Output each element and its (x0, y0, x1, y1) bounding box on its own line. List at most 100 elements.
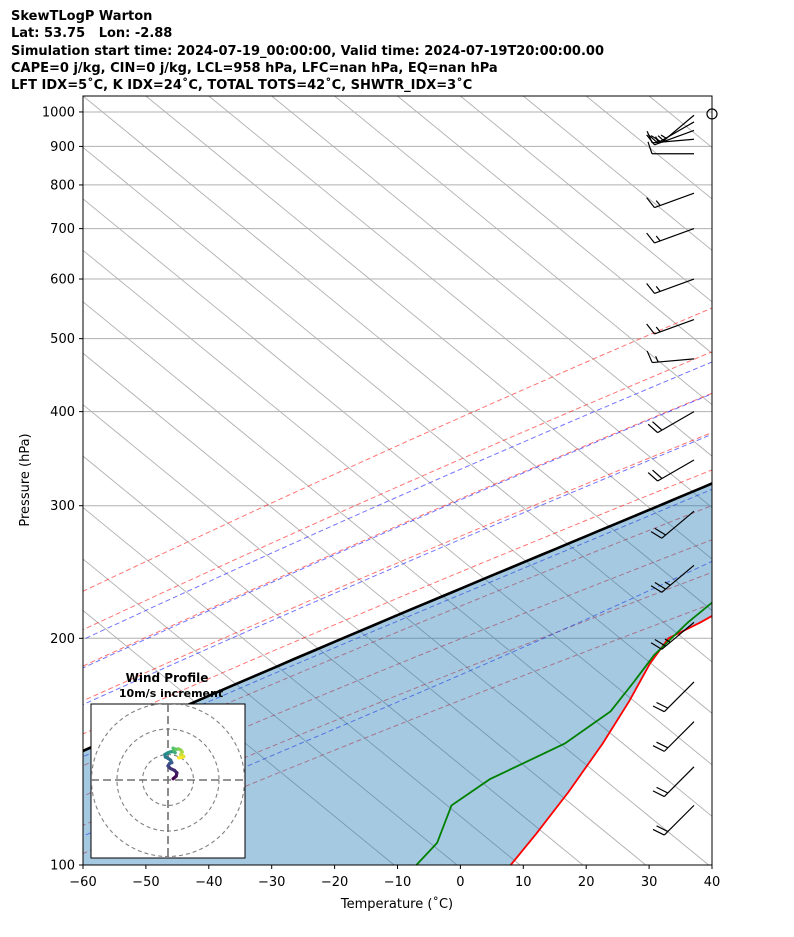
y-tick-label: 300 (50, 499, 75, 514)
wind-barb-feather (646, 283, 656, 294)
wind-barb (647, 141, 694, 155)
wind-barb-staff (652, 138, 695, 144)
grid-layer (83, 96, 794, 865)
wind-barb (646, 319, 695, 335)
wind-barb-half-feather (655, 355, 659, 363)
x-tick-label: −50 (132, 875, 159, 890)
isotherm-line (271, 96, 712, 457)
wind-barb (647, 411, 695, 434)
y-tick-label: 500 (50, 332, 75, 347)
y-tick-label: 700 (50, 222, 75, 237)
isotherm-line (83, 352, 709, 865)
x-tick-label: −10 (384, 875, 411, 890)
index-line: LFT IDX=5˚C, K IDX=24˚C, TOTAL TOTS=42˚C… (11, 78, 473, 94)
wind-barb-staff (654, 319, 695, 335)
dewpoint-line (415, 601, 712, 865)
x-tick-label: 10 (515, 875, 532, 890)
hodograph-inset: Wind Profile 10m/s increment (90, 671, 246, 859)
wind-barb-feather (652, 790, 665, 798)
x-tick-label: 30 (641, 875, 658, 890)
wind-barb-feather (654, 527, 666, 536)
wind-barb-feather (656, 825, 669, 833)
isotherm-line (775, 96, 794, 865)
wind-barb-half-feather (655, 326, 661, 333)
chart-header: SkewTLogP Warton Lat: 53.75 Lon: -2.88 S… (11, 8, 604, 94)
wind-barb-feather (647, 141, 653, 154)
y-tick-label: 1000 (42, 105, 75, 120)
isotherm-line (83, 96, 712, 612)
wind-barb (652, 721, 695, 752)
isotherm-line (83, 455, 584, 865)
title-line: SkewTLogP Warton (11, 9, 153, 24)
wind-barb-feather (646, 350, 653, 363)
wind-barb-feather (646, 197, 656, 208)
hodograph-subtitle: 10m/s increment (119, 687, 223, 700)
isotherm-line (83, 301, 712, 817)
isotherm-line (523, 96, 712, 251)
wind-barb-feather (652, 469, 663, 479)
wind-barb-feather (647, 472, 659, 482)
wind-barb (652, 681, 695, 713)
isotherm-line (83, 507, 521, 865)
x-axis-label: Temperature (˚C) (340, 896, 453, 912)
wind-barb (646, 350, 695, 364)
moist-adiabat-line (83, 433, 712, 706)
isotherm-line (711, 96, 712, 97)
wind-barb-feather (646, 131, 653, 144)
wind-barb-half-feather (655, 235, 661, 242)
wind-barb-staff (654, 278, 695, 294)
wind-barb-feather (652, 828, 665, 836)
time-line: Simulation start time: 2024-07-19_00:00:… (11, 43, 604, 59)
moist-adiabat-line (83, 361, 712, 641)
wind-barb-feather (650, 531, 663, 539)
isotherm-line (83, 249, 712, 766)
x-tick-label: 20 (578, 875, 595, 890)
wind-barb-staff (657, 459, 695, 482)
wind-barb (652, 766, 695, 798)
wind-barbs-layer (646, 108, 718, 836)
wind-barb (652, 804, 695, 836)
y-tick-label: 800 (50, 178, 75, 193)
wind-barb-feather (646, 232, 656, 244)
wind-barb-half-feather (655, 200, 661, 206)
wind-barb-staff (657, 411, 695, 434)
location-line: Lat: 53.75 Lon: -2.88 (11, 26, 173, 42)
moist-adiabat-line (83, 488, 712, 758)
dry-adiabat-line (83, 571, 712, 826)
wind-barb-feather (647, 423, 659, 434)
wind-barb-feather (652, 745, 665, 752)
hodograph-title: Wind Profile (126, 671, 209, 685)
wind-barb-feather (654, 639, 666, 647)
isotherm-line (585, 96, 712, 200)
wind-barb-half-feather (655, 136, 659, 143)
wind-barb-feather (656, 701, 669, 709)
wind-barb (650, 510, 695, 539)
y-tick-label: 200 (50, 632, 75, 647)
wind-barb (646, 131, 695, 144)
isotherm-line (460, 96, 712, 303)
temperature-line (510, 614, 712, 865)
wind-barb-staff (657, 121, 695, 144)
wind-barb-feather (650, 642, 663, 650)
y-tick-label: 600 (50, 273, 75, 288)
y-tick-label: 400 (50, 405, 75, 420)
isotherm-line (83, 558, 458, 865)
wind-barb-feather (650, 585, 663, 593)
y-tick-label: 900 (50, 140, 75, 155)
y-axis-label: Pressure (hPa) (18, 433, 33, 526)
wind-barb (647, 459, 695, 482)
isotherm-line (208, 96, 712, 509)
x-tick-label: −30 (258, 875, 285, 890)
wind-barb-feather (652, 421, 663, 431)
wind-barb-staff (663, 721, 695, 752)
wind-barb-staff (661, 510, 695, 539)
wind-barb-staff (663, 681, 695, 713)
wind-barb-staff (652, 358, 695, 364)
wind-barb (650, 564, 695, 593)
dry-adiabat-line (83, 392, 712, 667)
wind-barb-feather (652, 705, 665, 713)
x-tick-label: −20 (321, 875, 348, 890)
wind-barb-staff (663, 766, 695, 797)
wind-barb-half-feather (664, 581, 671, 586)
dry-adiabat-line (83, 603, 712, 855)
